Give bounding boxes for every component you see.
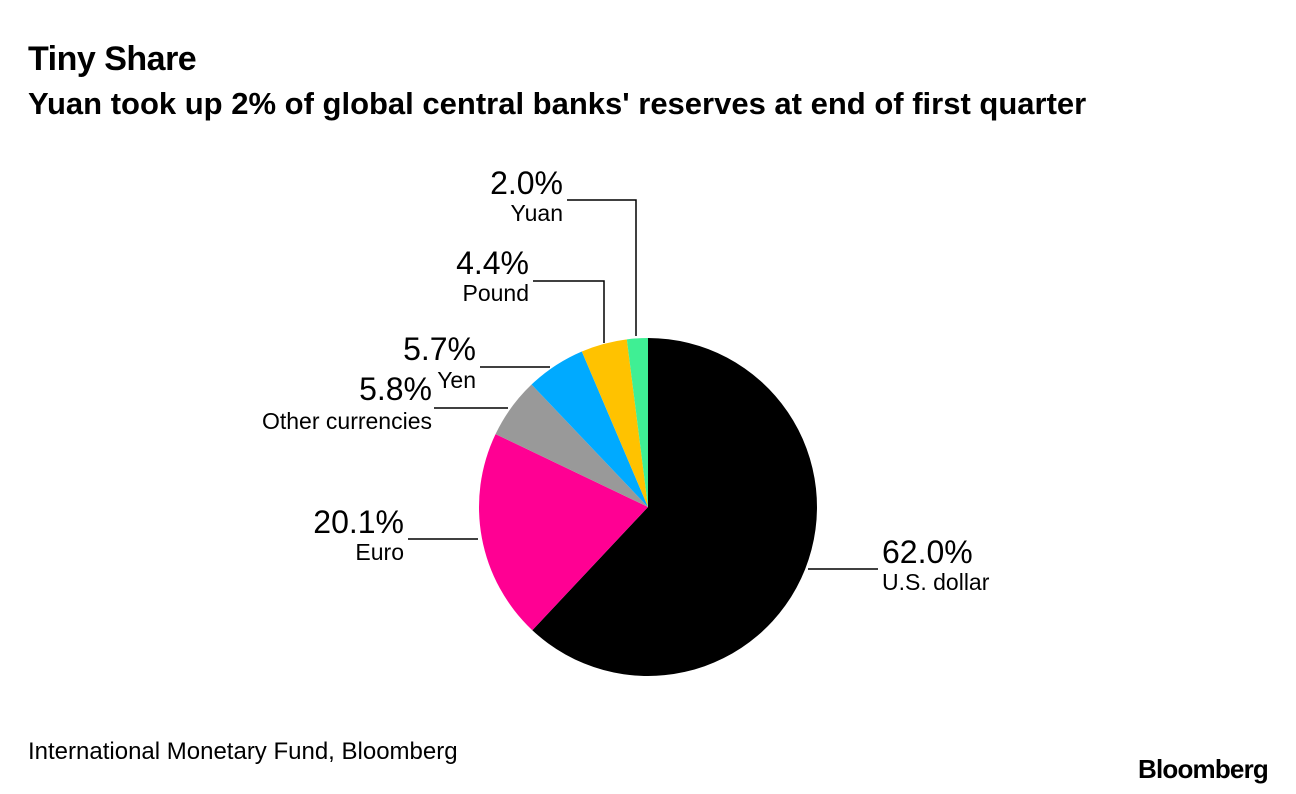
leader-lines xyxy=(408,199,878,570)
slice-name-label-other-currencies: Other currencies xyxy=(262,408,432,434)
slice-euro xyxy=(478,434,648,631)
chart-title: Tiny Share xyxy=(28,40,197,78)
slice-value-label-yen: 5.7% xyxy=(403,331,476,367)
slice-value-label-euro: 20.1% xyxy=(313,504,404,540)
pie-slices xyxy=(478,338,817,677)
slice-name-label-u-s-dollar: U.S. dollar xyxy=(882,569,990,595)
leader-line-pound xyxy=(533,280,605,343)
slice-yen xyxy=(531,351,648,507)
slice-value-label-other-currencies: 5.8% xyxy=(359,371,432,407)
bloomberg-logo: Bloomberg xyxy=(1137,754,1269,784)
slice-u-s-dollar xyxy=(532,338,817,677)
slice-value-label-u-s-dollar: 62.0% xyxy=(882,534,973,570)
slice-pound xyxy=(581,339,648,507)
slice-other-currencies xyxy=(495,384,648,507)
chart-subtitle: Yuan took up 2% of global central banks'… xyxy=(28,86,1087,121)
slice-name-label-yen: Yen xyxy=(437,367,476,393)
slice-value-label-yuan: 2.0% xyxy=(490,165,563,201)
slice-value-label-pound: 4.4% xyxy=(456,245,529,281)
leader-line-yuan xyxy=(567,199,637,336)
source-note: International Monetary Fund, Bloomberg xyxy=(28,738,458,765)
slice-yuan xyxy=(626,338,648,507)
slice-name-label-pound: Pound xyxy=(462,280,529,306)
slice-name-label-euro: Euro xyxy=(355,539,404,565)
slice-name-label-yuan: Yuan xyxy=(511,200,563,226)
slice-labels: 62.0%U.S. dollar 20.1%Euro 5.8%Other curre… xyxy=(262,165,990,595)
